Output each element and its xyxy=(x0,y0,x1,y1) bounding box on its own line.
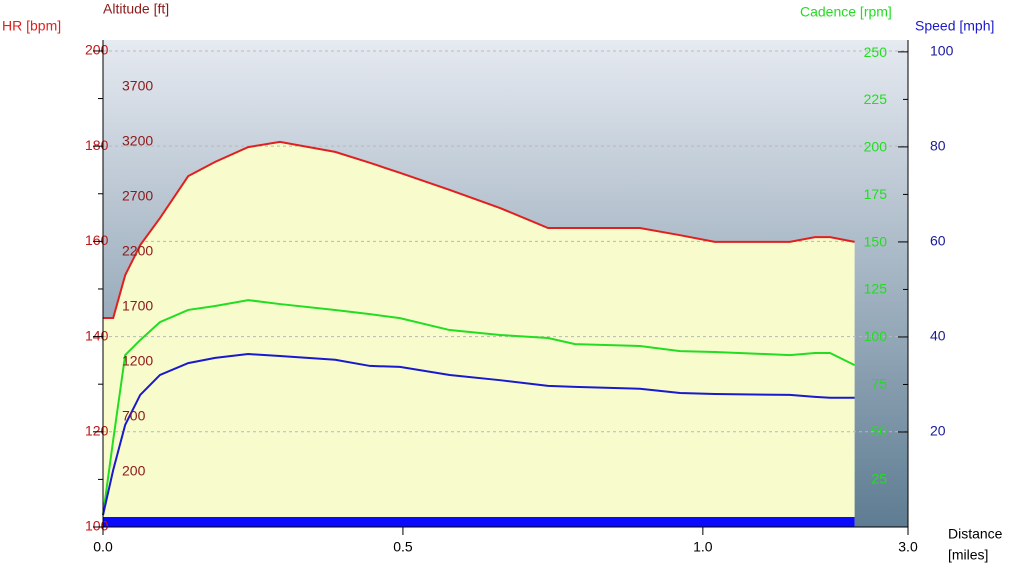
y-axis-title: Speed [mph] xyxy=(915,18,994,34)
y-axis-title: Altitude [ft] xyxy=(103,1,169,17)
baseline-band xyxy=(103,517,855,527)
x-tick-label: 0.0 xyxy=(93,539,113,555)
y-tick-label: 150 xyxy=(864,233,888,249)
y-tick-label: 120 xyxy=(85,422,109,438)
y-tick-label: 200 xyxy=(864,139,888,155)
y-tick-label: 60 xyxy=(930,233,946,249)
y-tick-label: 100 xyxy=(85,518,109,534)
series-line xyxy=(102,353,855,516)
y-axis-title: HR [bpm] xyxy=(2,18,61,34)
y-tick-label: 140 xyxy=(85,327,109,343)
y-tick-label: 100 xyxy=(864,328,888,344)
y-axis-title: Cadence [rpm] xyxy=(800,4,892,20)
y-tick-label: 3700 xyxy=(122,78,153,94)
y-tick-label: 50 xyxy=(871,423,887,439)
y-tick-label: 200 xyxy=(85,42,109,58)
y-tick-label: 75 xyxy=(871,376,887,392)
x-axis-label: Distance xyxy=(948,526,1003,542)
x-tick-label: 1.0 xyxy=(693,539,713,555)
y-tick-label: 2700 xyxy=(122,188,153,204)
hr-area xyxy=(103,141,855,527)
x-tick-label: 0.5 xyxy=(393,539,413,555)
x-axis-unit: [miles] xyxy=(948,547,988,563)
y-tick-label: 100 xyxy=(930,43,954,59)
series-line xyxy=(103,140,855,320)
y-tick-label: 160 xyxy=(85,232,109,248)
x-tick-label: 3.0 xyxy=(898,539,918,555)
y-tick-label: 225 xyxy=(864,91,888,107)
y-tick-label: 20 xyxy=(930,423,946,439)
y-tick-label: 3200 xyxy=(122,133,153,149)
y-tick-label: 700 xyxy=(122,408,146,424)
series-line xyxy=(102,299,856,516)
y-tick-label: 200 xyxy=(122,463,146,479)
y-tick-label: 2200 xyxy=(122,243,153,259)
y-tick-label: 25 xyxy=(871,470,887,486)
y-tick-label: 40 xyxy=(930,328,946,344)
y-tick-label: 80 xyxy=(930,138,946,154)
y-tick-label: 1200 xyxy=(122,353,153,369)
y-tick-label: 125 xyxy=(864,281,888,297)
y-tick-label: 250 xyxy=(864,44,888,60)
y-tick-label: 175 xyxy=(864,186,888,202)
y-tick-label: 180 xyxy=(85,137,109,153)
y-tick-label: 1700 xyxy=(122,298,153,314)
